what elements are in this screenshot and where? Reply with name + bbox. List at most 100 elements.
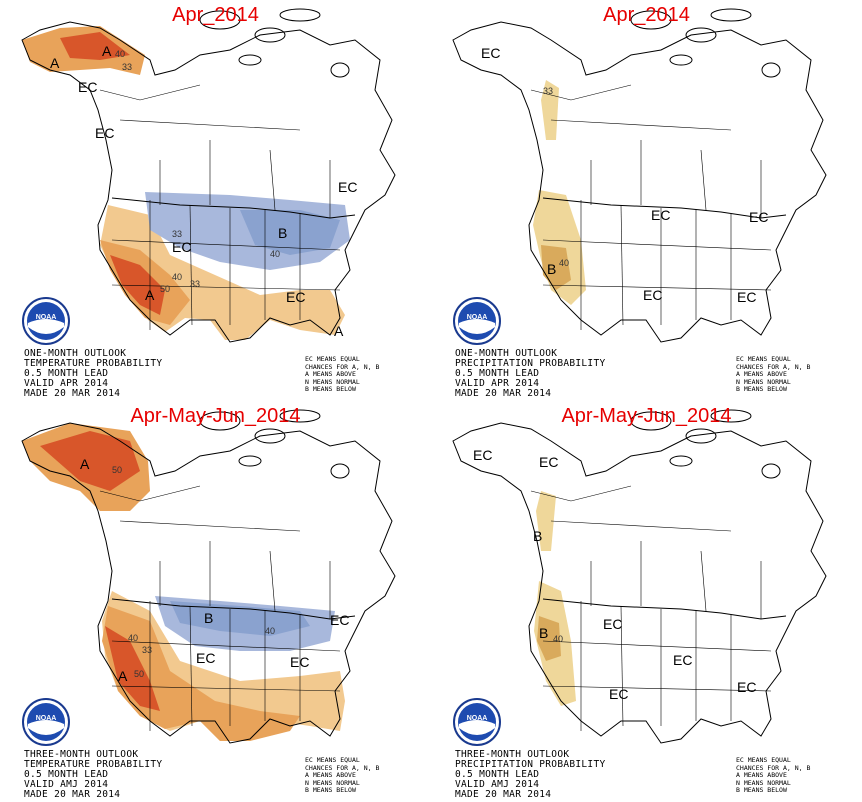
outlook-caption: ONE-MONTH OUTLOOK PRECIPITATION PROBABILI… (455, 349, 606, 399)
arctic-island (199, 10, 241, 30)
legend-line: EC MEANS EQUAL (736, 355, 791, 363)
region-label-a1: A (50, 55, 60, 71)
arctic-island (630, 10, 672, 30)
arctic-island (669, 54, 693, 66)
legend-line: EC MEANS EQUAL (305, 756, 360, 764)
region-label-ec5: EC (286, 289, 305, 305)
state-line (269, 550, 276, 612)
noaa-logo-text: NOAA (467, 715, 488, 722)
arctic-island (710, 409, 752, 423)
legend-line: B MEANS BELOW (305, 786, 356, 795)
panel-title: Apr-May-Jun_2014 (130, 405, 301, 427)
region-label-a2: A (118, 668, 128, 684)
legend-line: CHANCES FOR A, N, B (736, 763, 811, 772)
us-canada-border (542, 197, 787, 219)
state-line (111, 284, 341, 291)
region-label-ec4: EC (643, 287, 662, 303)
legend-line: A MEANS ABOVE (305, 370, 356, 379)
arctic-island (199, 411, 241, 431)
region-label-a1: A (80, 456, 90, 472)
arctic-island (279, 409, 321, 423)
legend-line: N MEANS NORMAL (736, 778, 791, 787)
outlook-caption: THREE-MONTH OUTLOOK PRECIPITATION PROBABI… (455, 750, 606, 800)
contour-label-n50: 50 (160, 284, 170, 294)
region-label-b1: B (547, 261, 556, 277)
legend-line: CHANCES FOR A, N, B (736, 362, 811, 371)
region-label-ec4: EC (172, 239, 191, 255)
arctic-island (710, 8, 752, 22)
region-label-ec2: EC (539, 454, 558, 470)
arctic-island (761, 62, 781, 78)
legend-line: B MEANS BELOW (305, 385, 356, 394)
contour-label-n40b: 40 (265, 626, 275, 636)
caption-line: MADE 20 MAR 2014 (455, 388, 552, 399)
noaa-logo-icon: NOAA (453, 698, 501, 746)
contour-label-n40b: 40 (172, 272, 182, 282)
contour-label-n33b: 33 (172, 229, 182, 239)
region-label-ec3: EC (338, 179, 357, 195)
legend-line: A MEANS ABOVE (736, 771, 787, 780)
arctic-island (238, 455, 262, 467)
state-line (620, 204, 624, 326)
us-canada-border (111, 598, 356, 620)
legend-line: A MEANS ABOVE (305, 771, 356, 780)
state-line (700, 550, 707, 612)
contour-label-n40c: 40 (270, 249, 280, 259)
arctic-island (254, 27, 286, 43)
state-line (111, 239, 341, 251)
sw-above-high-region (105, 626, 160, 711)
arctic-island (685, 27, 717, 43)
arctic-island (761, 463, 781, 479)
contour-label-n33c: 33 (190, 279, 200, 289)
region-label-ec3: EC (603, 616, 622, 632)
arctic-island (254, 428, 286, 444)
panel-precip-1month: EC EC EC EC EC B 33 40 Apr_2014 NOAA ONE-MONTH OUT… (431, 0, 862, 401)
region-label-a2: A (102, 43, 112, 59)
caption-line: 0.5 MONTH LEAD (455, 368, 540, 379)
nw-coast-dry-region (541, 80, 559, 140)
contour-label-n40: 40 (559, 258, 569, 268)
state-line (542, 284, 772, 291)
arctic-island (669, 455, 693, 467)
region-label-ec1: EC (481, 45, 500, 61)
region-label-b1: B (204, 610, 213, 626)
legend-line: B MEANS BELOW (736, 786, 787, 795)
panel-title: Apr_2014 (603, 4, 690, 26)
nw-coast-dry-region (536, 491, 556, 551)
legend-line: N MEANS NORMAL (305, 377, 360, 386)
contour-label-n40a: 40 (128, 633, 138, 643)
caption-line: PRECIPITATION PROBABILITY (455, 358, 606, 369)
contour-label-n40: 40 (553, 634, 563, 644)
caption-line: VALID AMJ 2014 (24, 779, 109, 790)
caption-line: TEMPERATURE PROBABILITY (24, 358, 163, 369)
state-line (542, 239, 772, 251)
noaa-logo-icon: NOAA (22, 698, 70, 746)
state-line (530, 485, 632, 502)
state-line (550, 520, 732, 532)
caption-line: VALID APR 2014 (24, 378, 109, 389)
legend-line: CHANCES FOR A, N, B (305, 763, 380, 772)
region-label-ec2: EC (290, 654, 309, 670)
contour-label-n50b: 50 (134, 669, 144, 679)
legend-line: EC MEANS EQUAL (736, 756, 791, 764)
state-line (700, 149, 707, 211)
region-label-ec6: EC (737, 679, 756, 695)
us-canada-border (111, 197, 356, 219)
legend-line: N MEANS NORMAL (736, 377, 791, 386)
legend-line: CHANCES FOR A, N, B (305, 362, 380, 371)
caption-line: MADE 20 MAR 2014 (24, 789, 121, 800)
map-svg: EC EC EC A A B 50 40 33 50 40 (0, 401, 431, 802)
state-line (119, 520, 301, 532)
state-line (269, 149, 276, 211)
arctic-island (630, 411, 672, 431)
panel-title: Apr_2014 (172, 4, 259, 26)
caption-line: THREE-MONTH OUTLOOK (24, 749, 139, 760)
region-label-b1: B (533, 528, 542, 544)
legend-line: N MEANS NORMAL (305, 778, 360, 787)
legend-line: EC MEANS EQUAL (305, 355, 360, 363)
contour-label-n33: 33 (543, 86, 553, 96)
noaa-logo-icon: NOAA (453, 297, 501, 345)
